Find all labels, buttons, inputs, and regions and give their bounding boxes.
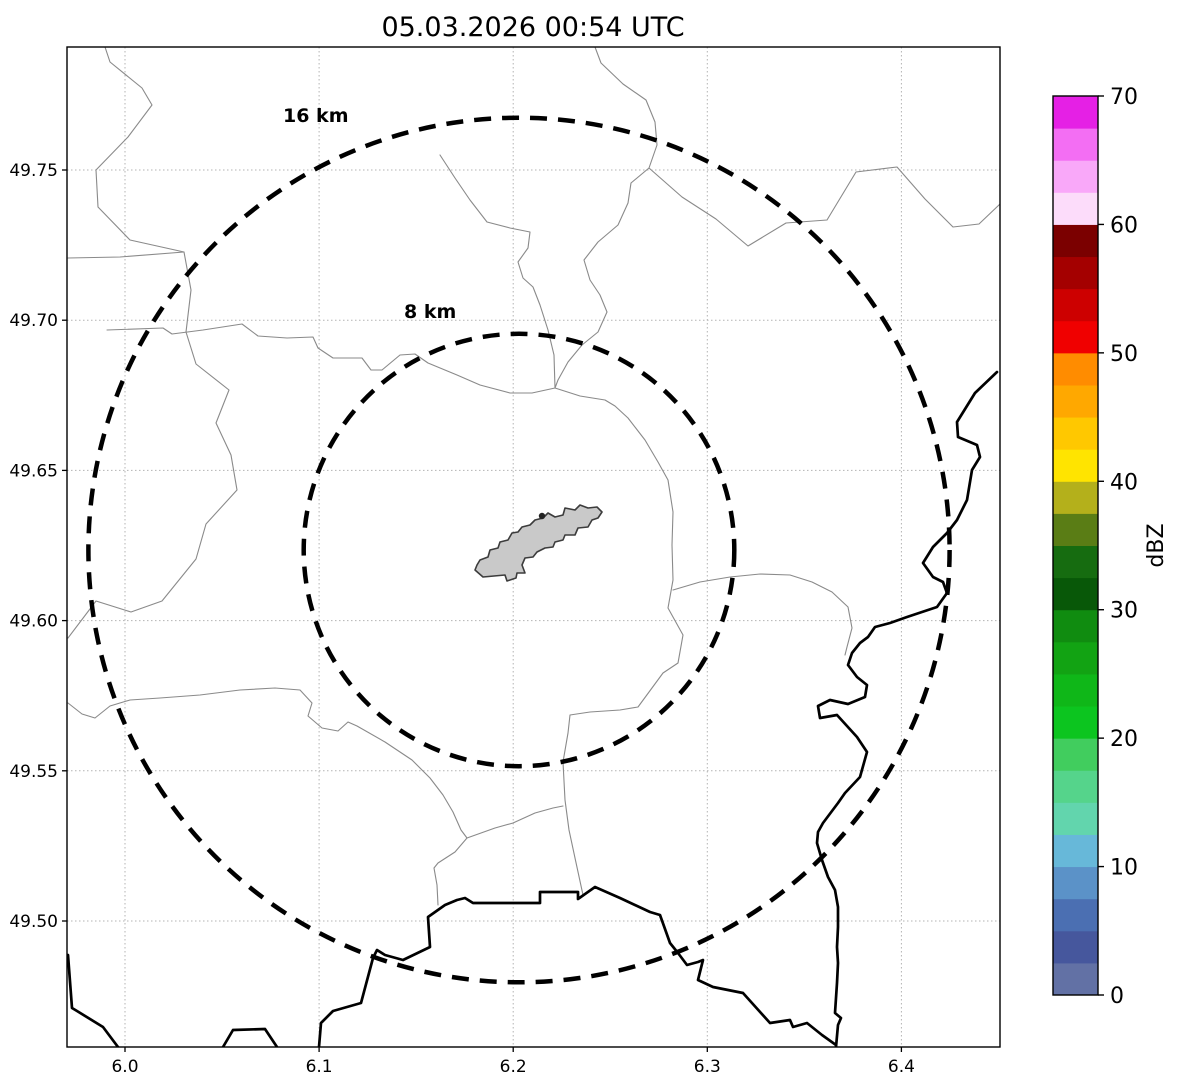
colorbar-segment	[1053, 545, 1098, 579]
border-line-south	[317, 885, 838, 1047]
colorbar-segment	[1053, 513, 1098, 546]
colorbar-segment	[1053, 224, 1098, 258]
colorbar-segment	[1053, 288, 1098, 322]
colorbar-tick-label: 50	[1110, 342, 1138, 367]
map-layer	[67, 47, 1000, 1047]
colorbar-segment	[1053, 834, 1098, 868]
y-tick-label: 49.70	[9, 311, 58, 331]
boundary-line	[466, 805, 564, 839]
x-tick-label: 6.3	[694, 1057, 721, 1077]
colorbar-segment	[1053, 930, 1098, 964]
colorbar-segment	[1053, 609, 1098, 643]
boundary-line	[67, 687, 468, 906]
range-ring-label: 16 km	[283, 105, 349, 127]
x-tick-label: 6.0	[111, 1057, 138, 1077]
boundary-line	[67, 251, 185, 259]
colorbar-axis-label: dBZ	[1144, 523, 1169, 567]
range-ring-8km	[301, 331, 737, 769]
border-line-hump	[221, 1027, 279, 1047]
colorbar-tick-label: 40	[1110, 470, 1138, 495]
colorbar-tick-label: 60	[1110, 213, 1138, 238]
colorbar-segment	[1053, 96, 1098, 129]
colorbar-tick-label: 0	[1110, 984, 1124, 1009]
range-ring-layer	[86, 115, 952, 985]
colorbar-segment	[1053, 160, 1098, 193]
y-tick-label: 49.75	[9, 161, 58, 181]
colorbar-segment	[1053, 352, 1098, 386]
colorbar-segment	[1053, 417, 1098, 450]
boundary-line	[106, 323, 556, 394]
colorbar-segment	[1053, 898, 1098, 932]
boundary-line	[672, 573, 853, 656]
boundary-line	[439, 154, 556, 389]
colorbar-segment	[1053, 192, 1098, 225]
colorbar-segment	[1053, 481, 1098, 514]
colorbar-segment	[1053, 128, 1098, 161]
x-tick-label: 6.1	[306, 1057, 333, 1077]
x-tick-label: 6.2	[500, 1057, 527, 1077]
y-tick-label: 49.55	[9, 762, 58, 782]
colorbar-segment	[1053, 962, 1098, 996]
boundary-line	[67, 47, 238, 639]
border-line-southwest	[67, 953, 120, 1047]
urban-area-polygon	[474, 504, 603, 582]
colorbar-segment	[1053, 673, 1098, 707]
colorbar-segment	[1053, 320, 1098, 354]
range-ring-16km	[86, 115, 952, 985]
x-tick-label: 6.4	[888, 1057, 915, 1077]
colorbar-segment	[1053, 738, 1098, 771]
colorbar-segment	[1053, 641, 1098, 675]
border-line-east	[815, 370, 999, 1047]
colorbar-tick-label: 20	[1110, 727, 1138, 752]
page-title: 05.03.2026 00:54 UTC	[381, 12, 684, 43]
colorbar-segment	[1053, 770, 1098, 803]
range-ring-label: 8 km	[404, 301, 456, 323]
colorbar-segment	[1053, 449, 1098, 482]
y-tick-label: 49.60	[9, 612, 58, 632]
radar-site-marker	[538, 512, 546, 520]
range-ring-labels: 16 km 8 km	[283, 105, 456, 323]
grid-layer: 6.0 6.1 6.2 6.3 6.4 49.75 49.70 49.65 49.60 49.55…	[9, 47, 1000, 1077]
colorbar-tick-label: 10	[1110, 856, 1138, 881]
y-tick-label: 49.50	[9, 912, 58, 932]
colorbar: 0 10 20 30 40 50 60 70 dBZ	[1052, 85, 1169, 1009]
colorbar-segment	[1053, 256, 1098, 290]
colorbar-tick-label: 30	[1110, 599, 1138, 624]
colorbar-segment	[1053, 577, 1098, 611]
colorbar-segment	[1053, 384, 1098, 418]
colorbar-frame	[1052, 95, 1099, 996]
admin-boundary-lines	[67, 47, 1000, 906]
national-border-lines	[67, 370, 999, 1047]
boundary-line	[554, 47, 658, 389]
y-tick-label: 49.65	[9, 461, 58, 481]
colorbar-tick-label: 70	[1110, 85, 1138, 110]
colorbar-segment	[1053, 866, 1098, 900]
colorbar-segment	[1053, 802, 1098, 835]
boundary-line	[648, 166, 1000, 247]
colorbar-segment	[1053, 706, 1098, 739]
plot-frame	[66, 46, 1001, 1048]
